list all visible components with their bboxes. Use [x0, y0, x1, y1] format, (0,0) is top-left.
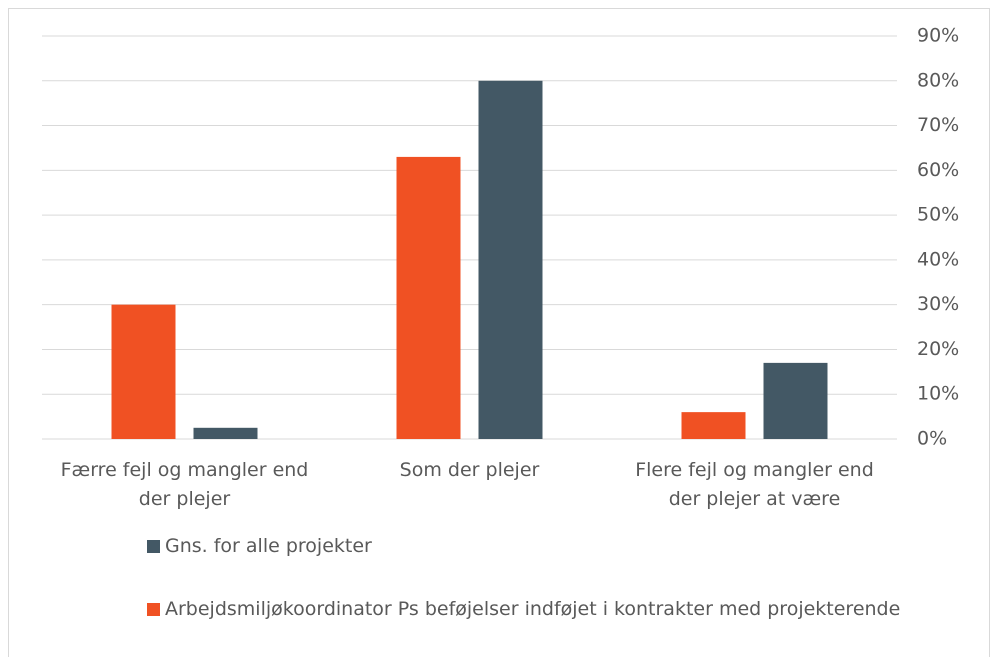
y-tick-label: 0% — [917, 428, 947, 450]
legend-swatch — [147, 540, 160, 553]
chart-frame — [8, 8, 990, 657]
x-tick-label: Færre fejl og mangler end der plejer — [60, 459, 309, 510]
bar — [111, 304, 176, 439]
bar — [763, 362, 828, 439]
bar — [478, 80, 543, 440]
y-tick-label: 20% — [917, 338, 959, 360]
legend-swatch — [147, 603, 160, 616]
y-tick-label: 60% — [917, 159, 959, 181]
y-tick-label: 80% — [917, 69, 959, 91]
y-tick-label: 90% — [917, 25, 959, 47]
y-tick-label: 10% — [917, 383, 959, 405]
y-tick-label: 40% — [917, 248, 959, 270]
x-tick-label: Som der plejer — [399, 459, 540, 481]
legend-label: Gns. for alle projekter — [165, 535, 372, 557]
legend-label: Arbejdsmiljøkoordinator Ps beføjelser in… — [165, 598, 901, 620]
bar — [396, 156, 461, 439]
y-tick-label: 30% — [917, 293, 959, 315]
y-tick-label: 70% — [917, 114, 959, 136]
bar — [681, 412, 746, 439]
bar — [193, 427, 258, 439]
x-tick-label: Flere fejl og mangler end der plejer at … — [635, 459, 874, 510]
legend-item: Arbejdsmiljøkoordinator Ps beføjelser in… — [147, 595, 907, 624]
legend-item: Gns. for alle projekter — [147, 532, 907, 561]
y-tick-label: 50% — [917, 204, 959, 226]
